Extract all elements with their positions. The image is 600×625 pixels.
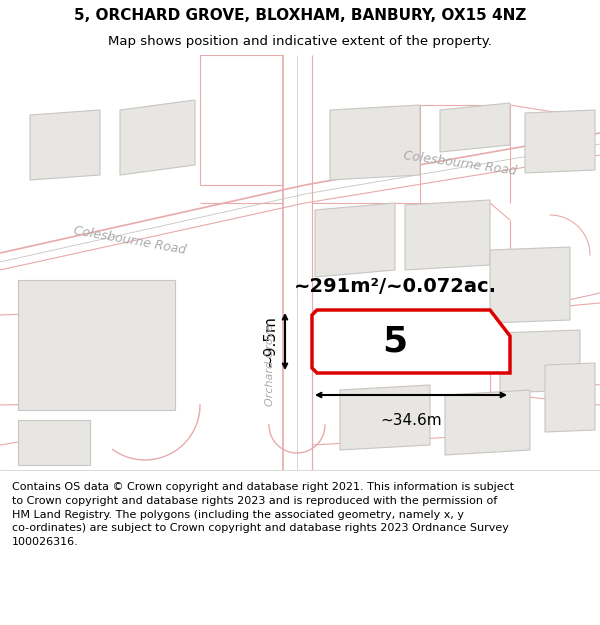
Text: 5, ORCHARD GROVE, BLOXHAM, BANBURY, OX15 4NZ: 5, ORCHARD GROVE, BLOXHAM, BANBURY, OX15… [74,8,526,23]
Polygon shape [312,310,510,373]
Polygon shape [120,100,195,175]
Polygon shape [525,110,595,173]
Text: Orchard Grove: Orchard Grove [265,324,275,406]
Polygon shape [18,420,90,465]
Text: ~291m²/~0.072ac.: ~291m²/~0.072ac. [293,278,497,296]
Text: Contains OS data © Crown copyright and database right 2021. This information is : Contains OS data © Crown copyright and d… [12,482,514,547]
Polygon shape [30,110,100,180]
Text: Map shows position and indicative extent of the property.: Map shows position and indicative extent… [108,35,492,48]
Text: ~34.6m: ~34.6m [380,413,442,428]
Polygon shape [490,247,570,323]
Polygon shape [340,385,430,450]
Polygon shape [545,363,595,432]
Polygon shape [330,105,420,180]
Text: 5: 5 [382,325,407,359]
Polygon shape [445,390,530,455]
Polygon shape [500,330,580,393]
Polygon shape [440,103,510,152]
Text: Colesbourne Road: Colesbourne Road [403,149,517,178]
Polygon shape [315,203,395,277]
Polygon shape [18,280,175,410]
Text: Colesbourne Road: Colesbourne Road [73,224,187,256]
Polygon shape [405,200,490,270]
Text: ~9.5m: ~9.5m [262,316,277,368]
